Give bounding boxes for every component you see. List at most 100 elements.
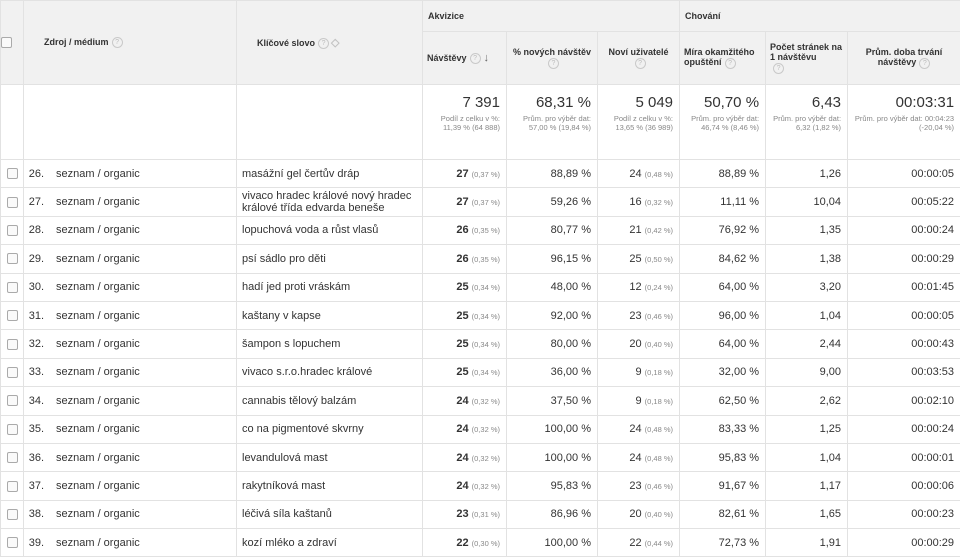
row-checkbox[interactable] xyxy=(7,197,18,208)
row-checkbox-cell[interactable] xyxy=(1,472,24,500)
select-all-checkbox[interactable] xyxy=(1,37,12,48)
column-header-visits[interactable]: Návštěvy?↓ xyxy=(423,32,507,85)
row-visits: 24(0,32 %) xyxy=(423,443,507,471)
row-new-users-value: 9 xyxy=(636,366,642,378)
row-source-medium-link[interactable]: seznam / organic xyxy=(50,310,140,322)
row-source-medium-link[interactable]: seznam / organic xyxy=(50,196,140,208)
help-icon[interactable]: ? xyxy=(725,58,736,69)
row-keyword-link[interactable]: vivaco s.r.o.hradec králové xyxy=(237,358,423,386)
row-checkbox[interactable] xyxy=(7,424,18,435)
row-checkbox-cell[interactable] xyxy=(1,529,24,557)
row-checkbox-cell[interactable] xyxy=(1,273,24,301)
column-header-pages-per-visit[interactable]: Počet stránek na 1 návštěvu? xyxy=(766,32,848,85)
row-checkbox[interactable] xyxy=(7,253,18,264)
row-keyword-link[interactable]: psí sádlo pro děti xyxy=(237,245,423,273)
row-checkbox[interactable] xyxy=(7,537,18,548)
help-icon[interactable]: ? xyxy=(470,53,481,64)
help-icon[interactable]: ? xyxy=(919,58,930,69)
row-new-users-value: 9 xyxy=(636,395,642,407)
help-icon[interactable]: ? xyxy=(635,58,646,69)
row-pages-per-visit: 1,38 xyxy=(766,245,848,273)
row-visits: 26(0,35 %) xyxy=(423,216,507,244)
row-new-visits-pct: 80,77 % xyxy=(507,216,598,244)
row-visits: 27(0,37 %) xyxy=(423,160,507,188)
row-source-medium-link[interactable]: seznam / organic xyxy=(50,281,140,293)
column-header-keyword[interactable]: Klíčové slovo?◇ xyxy=(237,1,423,85)
row-checkbox-cell[interactable] xyxy=(1,245,24,273)
table-row: 27.seznam / organic vivaco hradec králov… xyxy=(1,188,960,216)
row-new-users: 22(0,44 %) xyxy=(598,529,680,557)
row-checkbox[interactable] xyxy=(7,282,18,293)
row-avg-duration: 00:00:23 xyxy=(848,500,960,528)
row-source-medium-link[interactable]: seznam / organic xyxy=(50,423,140,435)
row-source-medium-link[interactable]: seznam / organic xyxy=(50,537,140,549)
row-bounce-rate: 88,89 % xyxy=(680,160,766,188)
row-checkbox[interactable] xyxy=(7,339,18,350)
table-row: 36.seznam / organic levandulová mast 24(… xyxy=(1,443,960,471)
sort-descending-icon[interactable]: ↓ xyxy=(484,52,490,64)
row-checkbox-cell[interactable] xyxy=(1,415,24,443)
column-header-source-medium[interactable]: Zdroj / médium? xyxy=(24,1,237,85)
row-source-medium-link[interactable]: seznam / organic xyxy=(50,452,140,464)
row-visits: 22(0,30 %) xyxy=(423,529,507,557)
column-header-new-visits-pct[interactable]: % nových návštěv? xyxy=(507,32,598,85)
row-keyword-link[interactable]: lopuchová voda a růst vlasů xyxy=(237,216,423,244)
row-keyword-link[interactable]: šampon s lopuchem xyxy=(237,330,423,358)
row-keyword-link[interactable]: co na pigmentové skvrny xyxy=(237,415,423,443)
row-checkbox[interactable] xyxy=(7,452,18,463)
row-checkbox[interactable] xyxy=(7,509,18,520)
row-index: 34. xyxy=(24,395,50,407)
row-checkbox-cell[interactable] xyxy=(1,443,24,471)
row-checkbox-cell[interactable] xyxy=(1,216,24,244)
row-new-users-value: 24 xyxy=(629,168,641,180)
row-checkbox[interactable] xyxy=(7,168,18,179)
row-source-medium-link[interactable]: seznam / organic xyxy=(50,224,140,236)
column-header-avg-duration[interactable]: Prům. doba trvání návštěvy? xyxy=(848,32,960,85)
row-keyword-link[interactable]: vivaco hradec králové nový hradec králov… xyxy=(237,188,423,216)
column-header-new-users[interactable]: Noví uživatelé? xyxy=(598,32,680,85)
row-checkbox-cell[interactable] xyxy=(1,301,24,329)
column-header-bounce-rate[interactable]: Míra okamžitého opuštění? xyxy=(680,32,766,85)
row-checkbox-cell[interactable] xyxy=(1,387,24,415)
row-keyword-link[interactable]: cannabis tělový balzám xyxy=(237,387,423,415)
row-source-medium-link[interactable]: seznam / organic xyxy=(50,480,140,492)
row-keyword-link[interactable]: rakytníková mast xyxy=(237,472,423,500)
help-icon[interactable]: ? xyxy=(112,37,123,48)
row-keyword-link[interactable]: hadí jed proti vráskám xyxy=(237,273,423,301)
row-keyword-link[interactable]: kaštany v kapse xyxy=(237,301,423,329)
row-checkbox-cell[interactable] xyxy=(1,188,24,216)
help-icon[interactable]: ? xyxy=(548,58,559,69)
row-source-medium-link[interactable]: seznam / organic xyxy=(50,168,140,180)
row-checkbox[interactable] xyxy=(7,481,18,492)
help-icon[interactable]: ? xyxy=(773,63,784,74)
row-checkbox-cell[interactable] xyxy=(1,160,24,188)
row-keyword-link[interactable]: kozí mléko a zdraví xyxy=(237,529,423,557)
row-checkbox[interactable] xyxy=(7,310,18,321)
help-icon[interactable]: ? xyxy=(318,38,329,49)
table-row: 38.seznam / organic léčivá síla kaštanů … xyxy=(1,500,960,528)
row-keyword-link[interactable]: levandulová mast xyxy=(237,443,423,471)
row-visits-share: (0,32 %) xyxy=(472,482,500,491)
row-checkbox[interactable] xyxy=(7,395,18,406)
row-source-medium-link[interactable]: seznam / organic xyxy=(50,366,140,378)
row-source-medium-link[interactable]: seznam / organic xyxy=(50,508,140,520)
row-checkbox[interactable] xyxy=(7,367,18,378)
row-index: 36. xyxy=(24,452,50,464)
row-source-medium-link[interactable]: seznam / organic xyxy=(50,338,140,350)
row-keyword-link[interactable]: léčivá síla kaštanů xyxy=(237,500,423,528)
row-checkbox-cell[interactable] xyxy=(1,358,24,386)
row-new-users-value: 23 xyxy=(629,480,641,492)
row-source-medium-link[interactable]: seznam / organic xyxy=(50,395,140,407)
row-keyword-link[interactable]: masážní gel čertův dráp xyxy=(237,160,423,188)
select-all-checkbox-cell[interactable] xyxy=(1,1,24,85)
row-checkbox-cell[interactable] xyxy=(1,500,24,528)
row-source-cell: 38.seznam / organic xyxy=(24,500,237,528)
compare-icon[interactable]: ◇ xyxy=(331,37,339,49)
row-bounce-rate: 32,00 % xyxy=(680,358,766,386)
row-checkbox[interactable] xyxy=(7,225,18,236)
row-visits-share: (0,37 %) xyxy=(472,170,500,179)
row-source-medium-link[interactable]: seznam / organic xyxy=(50,253,140,265)
row-bounce-rate: 95,83 % xyxy=(680,443,766,471)
row-checkbox-cell[interactable] xyxy=(1,330,24,358)
row-avg-duration: 00:00:24 xyxy=(848,415,960,443)
